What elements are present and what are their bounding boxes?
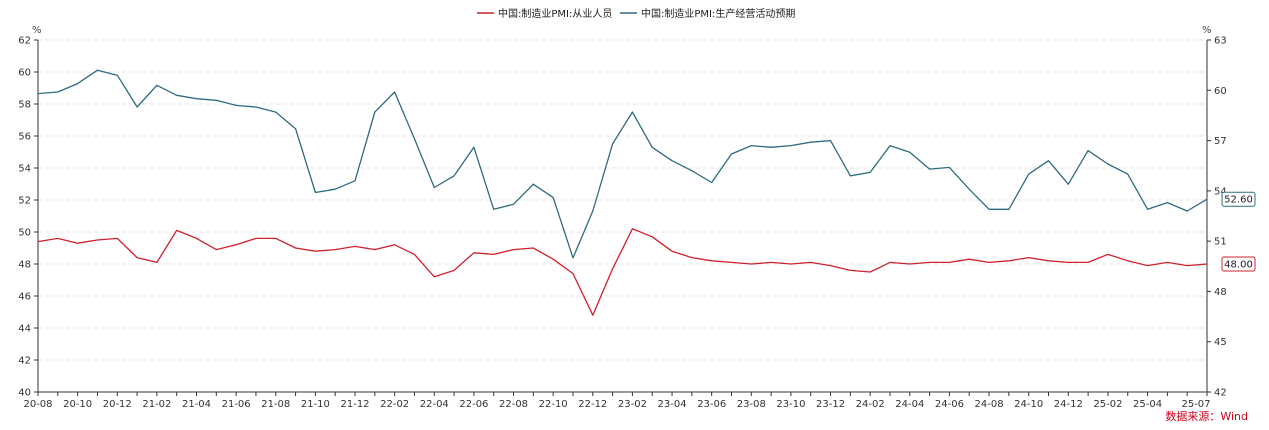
x-tick-label: 22-10 <box>539 399 568 410</box>
x-tick-label: 24-02 <box>856 399 885 410</box>
end-label-box <box>1221 191 1256 207</box>
left-tick-label: 44 <box>18 324 31 335</box>
legend-label-employment: 中国:制造业PMI:从业人员 <box>498 7 612 20</box>
end-value-label: 52.60 <box>1224 195 1253 206</box>
left-tick-label: 48 <box>18 260 31 271</box>
x-tick-label: 22-02 <box>380 399 409 410</box>
x-tick-label: 23-04 <box>658 399 687 410</box>
x-axis-ticks: 20-08 20-10 20-12 21-02 21-04 21-06 21-08 21-10… <box>23 392 1211 410</box>
x-tick-label: 21-02 <box>142 399 171 410</box>
legend-label-expectation: 中国:制造业PMI:生产经营活动预期 <box>641 7 795 20</box>
x-tick-label: 24-04 <box>895 399 924 410</box>
x-tick-label: 24-10 <box>1014 399 1043 410</box>
right-y-axis-ticks: 42 45 48 51 54 57 60 63 <box>1207 36 1227 399</box>
chart-legend: 中国:制造业PMI:从业人员 中国:制造业PMI:生产经营活动预期 <box>477 7 795 20</box>
left-tick-label: 50 <box>18 228 31 239</box>
x-tick-label: 23-08 <box>737 399 766 410</box>
axes <box>37 40 1208 393</box>
x-tick-label: 20-10 <box>63 399 92 410</box>
end-label-box <box>1221 256 1256 272</box>
right-tick-label: 63 <box>1214 36 1227 47</box>
x-tick-label: 21-08 <box>261 399 290 410</box>
end-value-labels: 48.00 52.60 <box>1221 191 1256 272</box>
x-tick-label: 21-10 <box>301 399 330 410</box>
left-tick-label: 58 <box>18 100 31 111</box>
x-tick-label: 25-04 <box>1133 399 1162 410</box>
x-tick-label: 21-04 <box>182 399 211 410</box>
x-tick-label: 23-02 <box>618 399 647 410</box>
left-tick-label: 40 <box>18 388 31 399</box>
x-tick-label: 22-04 <box>420 399 449 410</box>
right-tick-label: 51 <box>1214 237 1227 248</box>
x-tick-label: 25-02 <box>1093 399 1122 410</box>
right-tick-label: 60 <box>1214 86 1227 97</box>
left-tick-label: 62 <box>18 36 31 47</box>
x-tick-label: 23-10 <box>776 399 805 410</box>
data-source-note: 数据来源：Wind <box>1165 409 1248 423</box>
left-tick-label: 56 <box>18 132 31 143</box>
right-tick-label: 57 <box>1214 136 1227 147</box>
left-tick-label: 54 <box>18 164 31 175</box>
x-tick-label: 21-12 <box>340 399 369 410</box>
right-tick-label: 54 <box>1214 186 1227 197</box>
right-tick-label: 45 <box>1214 337 1227 348</box>
x-tick-label: 24-12 <box>1054 399 1083 410</box>
series-line-expectation <box>37 69 1208 259</box>
right-tick-label: 42 <box>1214 388 1227 399</box>
left-axis-unit: % <box>32 25 42 36</box>
x-tick-label: 20-12 <box>103 399 132 410</box>
x-tick-label: 22-06 <box>459 399 488 410</box>
x-tick-label: 24-06 <box>935 399 964 410</box>
right-axis-unit: % <box>1202 25 1212 36</box>
x-tick-label: 23-06 <box>697 399 726 410</box>
gridlines <box>38 39 1207 361</box>
left-y-axis-ticks: 40 42 44 46 48 50 52 54 56 58 60 62 <box>18 36 38 399</box>
left-tick-label: 46 <box>18 292 31 303</box>
x-tick-label: 22-08 <box>499 399 528 410</box>
x-tick-label: 24-08 <box>975 399 1004 410</box>
right-tick-label: 48 <box>1214 287 1227 298</box>
series-lines <box>37 69 1208 316</box>
x-tick-label: 20-08 <box>23 399 52 410</box>
x-tick-label: 25-07 <box>1181 399 1210 410</box>
x-tick-label: 23-12 <box>816 399 845 410</box>
x-tick-label: 21-06 <box>222 399 251 410</box>
left-tick-label: 52 <box>18 196 31 207</box>
x-tick-label: 22-12 <box>578 399 607 410</box>
end-value-label: 48.00 <box>1224 260 1253 271</box>
left-tick-label: 42 <box>18 356 31 367</box>
left-tick-label: 60 <box>18 68 31 79</box>
series-line-employment <box>37 228 1208 316</box>
